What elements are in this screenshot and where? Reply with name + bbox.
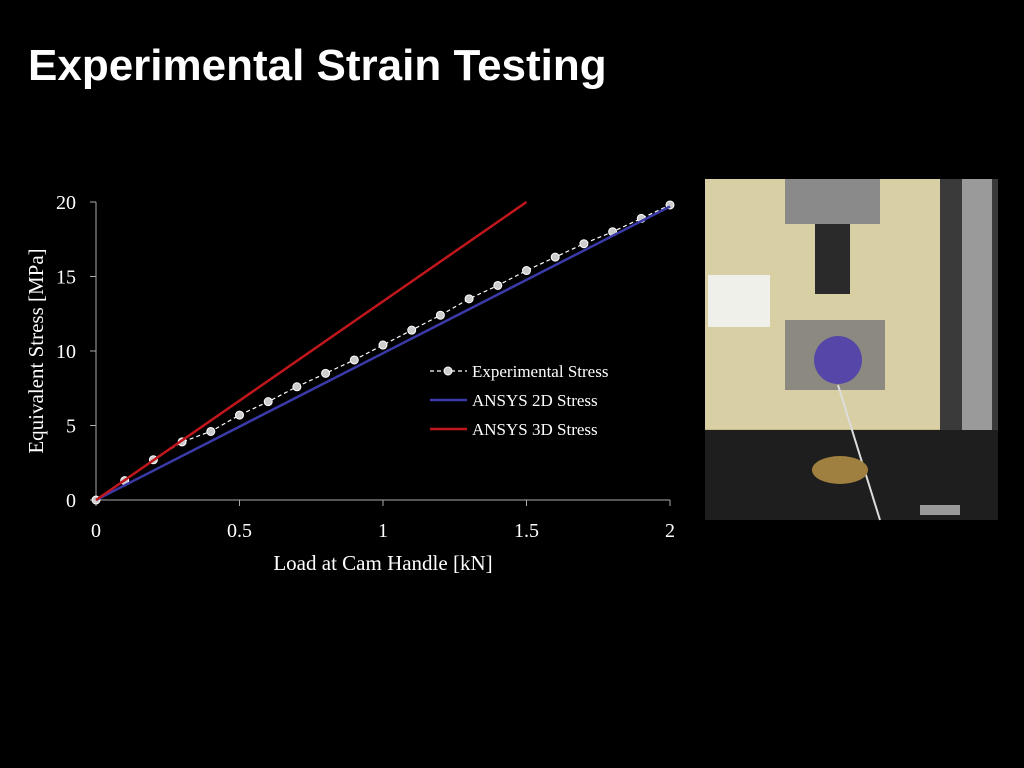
data-point <box>435 310 445 320</box>
data-point <box>206 426 216 436</box>
data-point <box>321 368 331 378</box>
x-tick-label: 1 <box>378 520 388 542</box>
data-point <box>292 382 302 392</box>
data-point <box>235 410 244 420</box>
data-point <box>493 280 503 290</box>
y-axis-label: Equivalent Stress [MPa] <box>24 248 48 453</box>
legend-label: Experimental Stress <box>472 362 608 381</box>
data-point <box>579 239 589 249</box>
data-point <box>378 340 388 350</box>
series-line <box>95 204 671 501</box>
series-line <box>95 200 528 502</box>
x-tick-label: 0 <box>91 520 101 542</box>
legend-label: ANSYS 2D Stress <box>472 391 598 410</box>
y-tick-label: 0 <box>66 490 76 512</box>
photo <box>705 179 998 521</box>
x-axis-label: Load at Cam Handle [kN] <box>273 551 492 575</box>
data-point <box>263 397 273 407</box>
data-point <box>522 266 531 276</box>
series-line <box>95 205 671 502</box>
data-point <box>349 355 359 365</box>
legend-marker <box>443 366 453 376</box>
data-point <box>407 325 417 335</box>
legend-label: ANSYS 3D Stress <box>472 420 598 439</box>
y-tick-label: 20 <box>56 192 76 214</box>
y-tick-label: 10 <box>56 341 76 363</box>
slide-title: Experimental Strain Testing <box>28 41 607 90</box>
x-tick-label: 2 <box>665 520 675 542</box>
y-tick-label: 5 <box>66 416 76 438</box>
y-tick-label: 15 <box>56 267 76 289</box>
x-tick-label: 1.5 <box>514 520 539 542</box>
x-tick-label: 0.5 <box>227 520 252 542</box>
data-point <box>464 294 474 304</box>
data-point <box>550 252 560 262</box>
